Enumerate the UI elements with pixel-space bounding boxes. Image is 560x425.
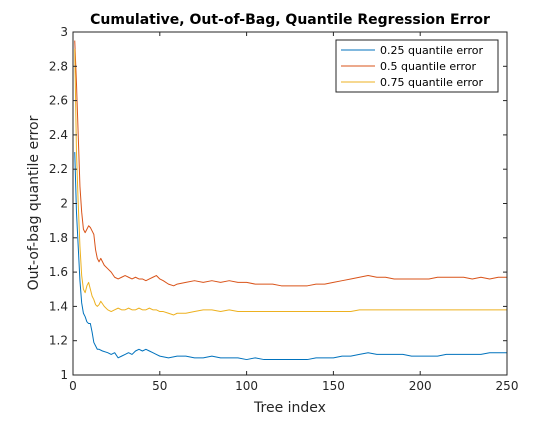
x-tick-label: 100 bbox=[235, 379, 258, 393]
chart-title: Cumulative, Out-of-Bag, Quantile Regress… bbox=[90, 12, 490, 28]
y-tick-label: 2.6 bbox=[49, 94, 68, 108]
y-axis-label: Out-of-bag quantile error bbox=[26, 115, 42, 290]
series-layer bbox=[74, 40, 507, 361]
tick-layer: 0 50 100 150 200 250 1 1.2 1.4 1.6 1.8 2 2.2 2.4 2.6 2.… bbox=[49, 25, 519, 393]
series-line-q25 bbox=[74, 152, 507, 361]
y-tick-label: 2.4 bbox=[49, 128, 68, 142]
series-line-q50 bbox=[74, 40, 507, 287]
legend: 0.25 quantile error 0.5 quantile error 0… bbox=[335, 39, 499, 93]
legend-label-q25: 0.25 quantile error bbox=[380, 44, 483, 57]
y-tick-label: 2 bbox=[60, 197, 68, 211]
y-tick-label: 2.2 bbox=[49, 162, 68, 176]
y-tick-label: 1.6 bbox=[49, 265, 68, 279]
y-tick-label: 3 bbox=[60, 25, 68, 39]
y-tick-label: 1.8 bbox=[49, 231, 68, 245]
y-tick-label: 1 bbox=[60, 368, 68, 382]
x-tick-label: 150 bbox=[322, 379, 345, 393]
x-tick-label: 200 bbox=[409, 379, 432, 393]
axes-box bbox=[72, 31, 508, 376]
y-tick-label: 1.2 bbox=[49, 334, 68, 348]
x-axis-label: Tree index bbox=[253, 400, 326, 416]
x-tick-label: 50 bbox=[152, 379, 167, 393]
y-tick-label: 1.4 bbox=[49, 299, 68, 313]
x-tick-label: 250 bbox=[496, 379, 519, 393]
legend-label-q50: 0.5 quantile error bbox=[380, 60, 476, 73]
series-line-q75 bbox=[74, 49, 507, 316]
y-tick-label: 2.8 bbox=[49, 59, 68, 73]
x-tick-label: 0 bbox=[69, 379, 77, 393]
legend-label-q75: 0.75 quantile error bbox=[380, 76, 483, 89]
